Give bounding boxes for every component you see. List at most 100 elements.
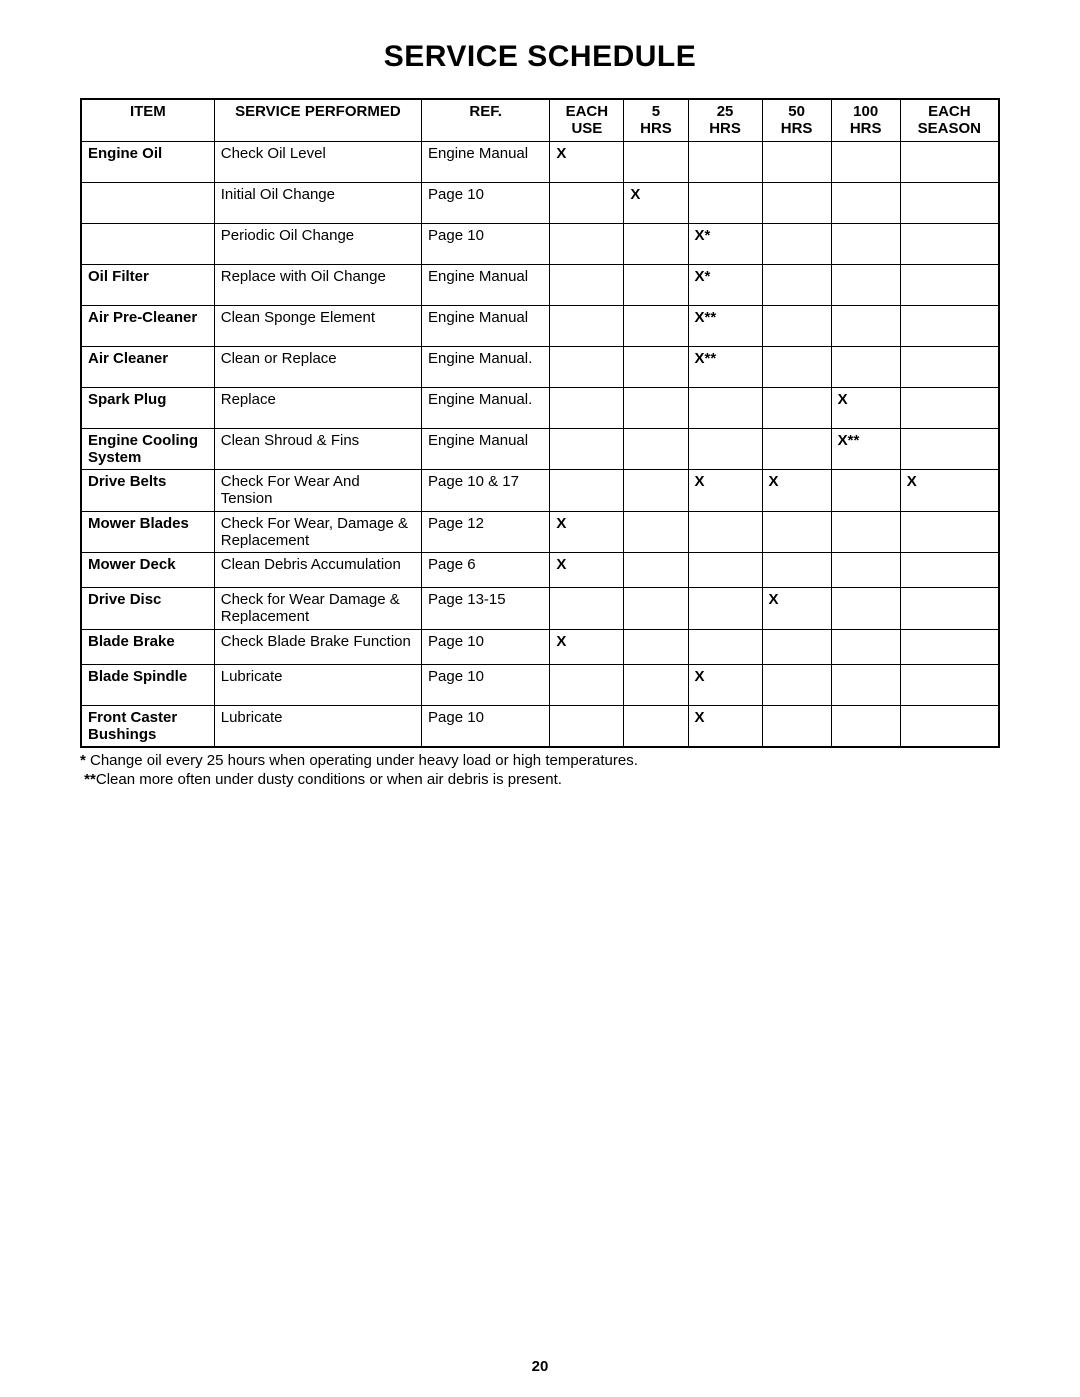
footnote-double-star: **Clean more often under dusty condition… — [80, 771, 1000, 790]
cell-50hrs — [762, 511, 831, 553]
cell-5hrs — [624, 511, 688, 553]
cell-50hrs — [762, 346, 831, 387]
cell-100hrs: X — [831, 387, 900, 428]
cell-each-season — [900, 588, 999, 630]
cell-item — [81, 223, 214, 264]
cell-100hrs — [831, 511, 900, 553]
cell-5hrs — [624, 553, 688, 588]
table-row: Periodic Oil ChangePage 10X* — [81, 223, 999, 264]
cell-item: Engine Oil — [81, 141, 214, 182]
cell-100hrs — [831, 553, 900, 588]
cell-100hrs: X** — [831, 428, 900, 470]
cell-5hrs — [624, 264, 688, 305]
cell-ref: Page 13-15 — [422, 588, 550, 630]
cell-each-season — [900, 141, 999, 182]
cell-5hrs — [624, 705, 688, 747]
table-row: Drive BeltsCheck For Wear And TensionPag… — [81, 470, 999, 512]
footnote-star: * Change oil every 25 hours when operati… — [80, 752, 1000, 771]
cell-25hrs: X** — [688, 305, 762, 346]
col-5hrs: 5HRS — [624, 99, 688, 141]
cell-50hrs: X — [762, 470, 831, 512]
table-row: Initial Oil ChangePage 10 X — [81, 182, 999, 223]
table-row: Spark PlugReplaceEngine Manual.X — [81, 387, 999, 428]
cell-each-season — [900, 264, 999, 305]
table-row: Oil FilterReplace with Oil ChangeEngine … — [81, 264, 999, 305]
cell-50hrs — [762, 141, 831, 182]
cell-item: Air Cleaner — [81, 346, 214, 387]
cell-each-use: X — [550, 511, 624, 553]
cell-each-use: X — [550, 553, 624, 588]
table-body: Engine OilCheck Oil LevelEngine ManualXI… — [81, 141, 999, 747]
table-row: Engine Cooling SystemClean Shroud & Fins… — [81, 428, 999, 470]
cell-5hrs — [624, 588, 688, 630]
cell-100hrs — [831, 664, 900, 705]
cell-100hrs — [831, 588, 900, 630]
footnotes: * Change oil every 25 hours when operati… — [80, 752, 1000, 790]
cell-service: Check Blade Brake Function — [214, 629, 421, 664]
cell-service: Initial Oil Change — [214, 182, 421, 223]
cell-ref: Page 10 — [422, 705, 550, 747]
cell-25hrs — [688, 629, 762, 664]
cell-25hrs — [688, 428, 762, 470]
cell-each-use — [550, 705, 624, 747]
cell-item — [81, 182, 214, 223]
cell-item: Engine Cooling System — [81, 428, 214, 470]
cell-each-season — [900, 553, 999, 588]
cell-item: Blade Spindle — [81, 664, 214, 705]
cell-5hrs: X — [624, 182, 688, 223]
cell-25hrs — [688, 182, 762, 223]
col-each-use: EACHUSE — [550, 99, 624, 141]
cell-50hrs — [762, 264, 831, 305]
cell-50hrs — [762, 305, 831, 346]
cell-service: Clean Shroud & Fins — [214, 428, 421, 470]
table-header: ITEM SERVICE PERFORMED REF. EACHUSE 5HRS… — [81, 99, 999, 141]
cell-item: Blade Brake — [81, 629, 214, 664]
cell-each-use — [550, 428, 624, 470]
cell-100hrs — [831, 264, 900, 305]
cell-item: Oil Filter — [81, 264, 214, 305]
col-item: ITEM — [81, 99, 214, 141]
cell-service: Clean or Replace — [214, 346, 421, 387]
cell-each-season — [900, 428, 999, 470]
cell-ref: Page 6 — [422, 553, 550, 588]
table-row: Blade SpindleLubricatePage 10X — [81, 664, 999, 705]
cell-50hrs: X — [762, 588, 831, 630]
table-row: Air Pre-CleanerClean Sponge ElementEngin… — [81, 305, 999, 346]
cell-ref: Page 12 — [422, 511, 550, 553]
cell-each-season — [900, 629, 999, 664]
table-row: Front Caster BushingsLubricatePage 10X — [81, 705, 999, 747]
cell-50hrs — [762, 223, 831, 264]
cell-ref: Engine Manual — [422, 305, 550, 346]
cell-each-use — [550, 223, 624, 264]
cell-ref: Page 10 & 17 — [422, 470, 550, 512]
cell-100hrs — [831, 629, 900, 664]
cell-ref: Page 10 — [422, 629, 550, 664]
cell-service: Check For Wear, Damage & Replacement — [214, 511, 421, 553]
cell-100hrs — [831, 141, 900, 182]
col-25hrs: 25HRS — [688, 99, 762, 141]
cell-item: Mower Blades — [81, 511, 214, 553]
table-row: Blade BrakeCheck Blade Brake FunctionPag… — [81, 629, 999, 664]
cell-50hrs — [762, 664, 831, 705]
cell-each-season — [900, 305, 999, 346]
service-schedule-table: ITEM SERVICE PERFORMED REF. EACHUSE 5HRS… — [80, 98, 1000, 748]
cell-ref: Page 10 — [422, 182, 550, 223]
cell-item: Front Caster Bushings — [81, 705, 214, 747]
cell-item: Drive Belts — [81, 470, 214, 512]
cell-item: Mower Deck — [81, 553, 214, 588]
cell-100hrs — [831, 470, 900, 512]
cell-each-season — [900, 705, 999, 747]
cell-100hrs — [831, 305, 900, 346]
cell-service: Lubricate — [214, 705, 421, 747]
cell-25hrs: X — [688, 470, 762, 512]
table-row: Engine OilCheck Oil LevelEngine ManualX — [81, 141, 999, 182]
table-row: Drive DiscCheck for Wear Damage & Replac… — [81, 588, 999, 630]
cell-service: Check Oil Level — [214, 141, 421, 182]
cell-ref: Engine Manual. — [422, 346, 550, 387]
cell-service: Lubricate — [214, 664, 421, 705]
cell-5hrs — [624, 305, 688, 346]
table-row: Mower DeckClean Debris AccumulationPage … — [81, 553, 999, 588]
cell-50hrs — [762, 387, 831, 428]
cell-each-season: X — [900, 470, 999, 512]
cell-25hrs — [688, 553, 762, 588]
